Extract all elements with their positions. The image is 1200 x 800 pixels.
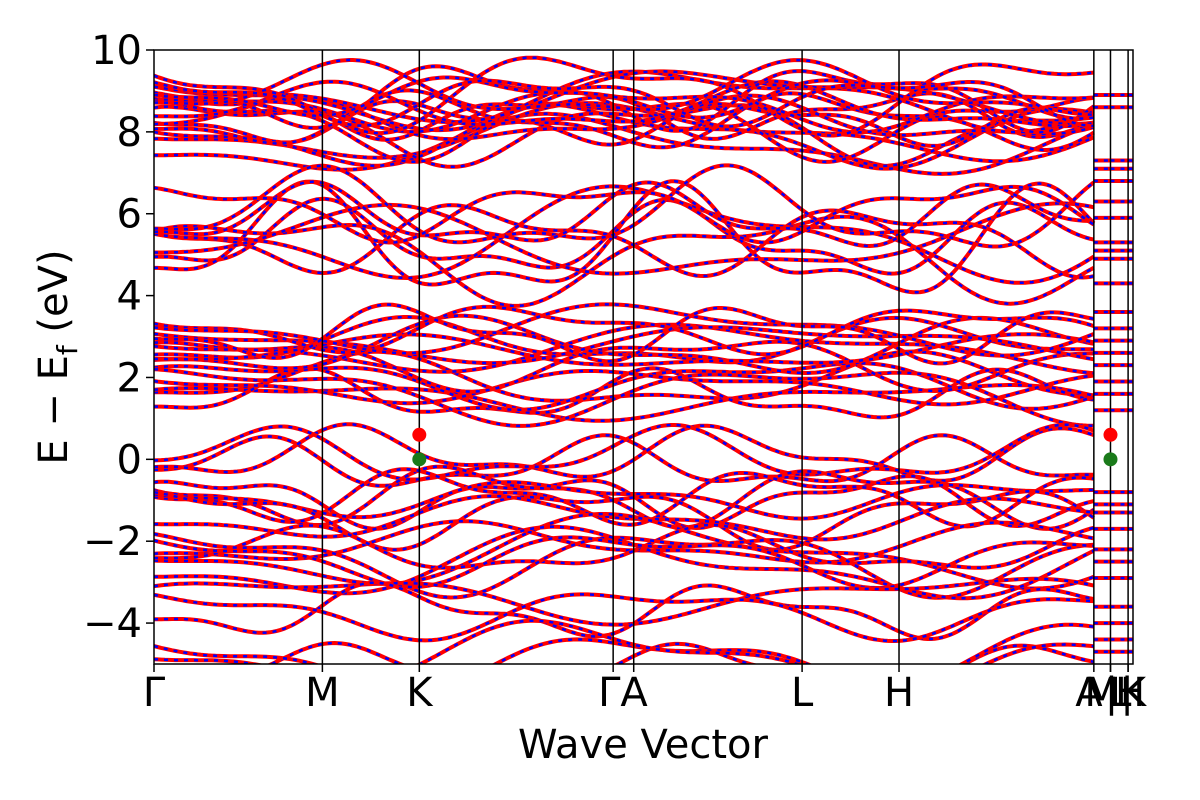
cbm-marker <box>1103 427 1118 442</box>
spin-down-band <box>154 185 1095 244</box>
spin-down-band <box>154 303 1095 365</box>
x-tick-label: H <box>884 670 914 716</box>
x-tick-label: L <box>1109 670 1132 716</box>
x-tick-label: | <box>1120 670 1133 716</box>
y-axis-label-main: E − E <box>31 355 77 465</box>
spin-up-band <box>154 512 1095 591</box>
spin-up-band <box>154 580 1095 641</box>
spin-up-band <box>154 618 1095 664</box>
vbm-marker <box>412 452 427 467</box>
x-tick-label: ΓA <box>598 670 648 716</box>
y-tick-label: −2 <box>83 519 142 565</box>
x-tick-label: A <box>1075 670 1103 716</box>
y-tick-label: −4 <box>83 601 142 647</box>
spin-down-band <box>154 361 1095 412</box>
x-axis: Γ M K ΓA L H AM|L|HK <box>143 664 1148 716</box>
spin-up-band <box>154 325 1095 366</box>
spin-up-band <box>154 494 1095 542</box>
spin-up-band <box>154 313 1095 375</box>
spin-down-band <box>154 89 1095 152</box>
x-tick-label: Γ <box>143 670 166 716</box>
x-tick-label: K <box>406 670 434 716</box>
band-lines <box>154 55 1133 664</box>
spin-down-band <box>154 490 1095 551</box>
band-edge-markers <box>412 427 1118 467</box>
spin-down-band <box>154 164 1095 248</box>
y-tick-label: 8 <box>117 110 142 156</box>
spin-down-band <box>154 305 1095 356</box>
spin-down-band <box>154 65 1095 134</box>
spin-down-band <box>154 369 1094 406</box>
spin-down-band <box>154 58 1094 116</box>
spin-down-band <box>154 215 1095 308</box>
y-axis-label-sub: f <box>51 344 84 355</box>
spin-down-band <box>268 641 1095 664</box>
plot-frame <box>153 49 1134 665</box>
spin-up-band <box>154 524 1095 601</box>
spin-down-band <box>154 79 1094 128</box>
y-tick-label: 6 <box>117 192 142 238</box>
spin-down-band <box>154 532 1094 599</box>
y-axis: −4 −2 0 2 4 6 8 10 <box>83 28 154 647</box>
spin-down-band <box>154 203 1095 279</box>
y-tick-label: 0 <box>117 437 142 483</box>
y-tick-label: 2 <box>117 355 142 401</box>
cbm-marker <box>412 427 427 442</box>
x-tick-label: M <box>1084 670 1119 716</box>
x-tick-label: M <box>305 670 340 716</box>
x-tick-label: K <box>1120 670 1148 716</box>
spin-down-band <box>154 581 1095 641</box>
spin-up-band <box>154 576 1095 627</box>
vbm-marker <box>1103 452 1118 467</box>
y-tick-label: 4 <box>117 274 142 320</box>
spin-down-band <box>154 383 1095 423</box>
spin-up-band <box>154 302 1095 358</box>
spin-down-band <box>154 94 1095 141</box>
spin-down-band <box>154 180 1094 248</box>
spin-down-band <box>154 422 1095 483</box>
spin-down-band <box>154 433 1094 488</box>
spin-down-band <box>154 70 1094 126</box>
spin-down-band <box>154 76 1094 120</box>
spin-down-band <box>154 56 1094 137</box>
spin-down-band <box>154 523 1095 570</box>
spin-down-band <box>154 185 1095 285</box>
spin-down-band <box>154 474 1095 531</box>
spin-down-band <box>154 80 1095 128</box>
y-tick-label: 10 <box>91 28 142 74</box>
x-tick-label: | <box>1105 670 1118 716</box>
x-axis-label: Wave Vector <box>518 722 769 768</box>
spin-down-band <box>154 103 1095 170</box>
spin-down-band <box>154 179 1095 294</box>
spin-up-band <box>154 592 1094 643</box>
spin-up-band <box>154 422 1095 482</box>
x-tick-label: H <box>1115 670 1145 716</box>
y-axis-label: E − Ef (eV) <box>31 249 84 464</box>
spin-up-band <box>154 535 1094 591</box>
x-tick-label: L <box>791 670 814 716</box>
spin-down-band <box>154 423 1095 481</box>
spin-down-band <box>154 577 1095 626</box>
spin-down-band <box>154 202 1095 275</box>
y-axis-label-unit: (eV) <box>31 249 77 345</box>
high-symmetry-lines <box>321 50 1129 664</box>
spin-down-band <box>154 367 1094 428</box>
spin-down-band <box>154 467 1094 528</box>
